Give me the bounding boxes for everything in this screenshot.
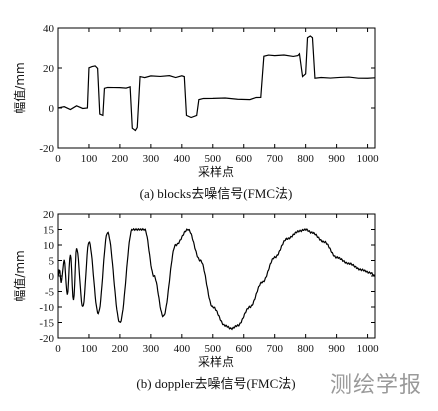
y-tick-label: 20 [43,63,55,75]
x-tick-label: 400 [174,153,191,165]
x-tick-label: 800 [297,343,314,355]
x-tick-label: 500 [205,343,222,355]
axes-ticks-b: 0 100 200 300 400 500 600 700 800 900 1000-20-15-1… [39,209,379,355]
x-tick-label: 800 [297,153,314,165]
x-tick-label: 900 [328,343,345,355]
x-tick-label: 0 [55,153,61,165]
ylabel-b: 幅值/mm [12,250,27,301]
x-tick-label: 400 [174,343,191,355]
x-tick-label: 1000 [357,343,380,355]
plot-frame-a [57,27,376,149]
x-tick-label: 300 [143,343,160,355]
y-tick-label: 0 [49,271,55,283]
x-tick-label: 200 [112,153,129,165]
x-tick-label: 200 [112,343,129,355]
x-tick-label: 700 [266,343,283,355]
x-tick-label: 100 [81,343,98,355]
y-tick-label: 10 [43,240,55,252]
y-tick-label: 20 [43,209,55,221]
watermark: 测绘学报 [330,373,422,398]
x-tick-label: 600 [235,153,252,165]
y-tick-label: -5 [45,287,55,299]
x-tick-label: 1000 [357,153,380,165]
caption-b: (b) doppler去噪信号(FMC法) [136,376,295,391]
series-line-doppler [57,227,376,331]
caption-a: (a) blocks去噪信号(FMC法) [140,186,293,201]
y-tick-label: 5 [49,256,55,268]
x-tick-label: 500 [205,153,222,165]
y-tick-label: 15 [43,225,55,237]
y-tick-label: 0 [49,103,55,115]
xlabel-a: 采样点 [198,164,234,179]
ylabel-a: 幅值/mm [12,62,27,113]
plot-frame-b [57,213,376,339]
x-tick-label: 700 [266,153,283,165]
y-tick-label: -15 [39,318,54,330]
x-tick-label: 600 [235,343,252,355]
x-tick-label: 900 [328,153,345,165]
y-tick-label: -20 [39,143,54,155]
x-tick-label: 0 [55,343,61,355]
y-tick-label: -10 [39,302,54,314]
y-tick-label: -20 [39,333,54,345]
x-tick-label: 300 [143,153,160,165]
x-tick-label: 100 [81,153,98,165]
y-tick-label: 40 [43,23,55,35]
series-line-blocks [57,35,376,132]
xlabel-b: 采样点 [198,354,234,369]
